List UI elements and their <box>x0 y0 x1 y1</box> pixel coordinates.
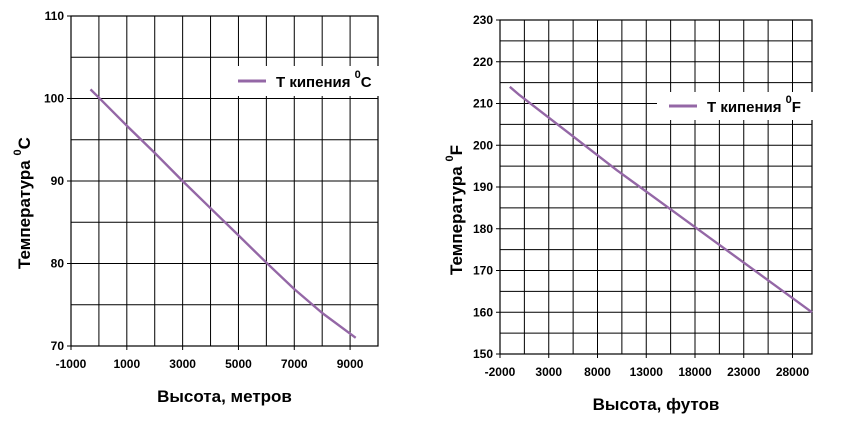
series-line <box>509 85 813 314</box>
y-tick-label: 230 <box>473 13 493 27</box>
y-tick-label: 220 <box>473 55 493 69</box>
x-tick-label: 18000 <box>678 365 712 379</box>
x-tick-label: 3000 <box>169 357 196 371</box>
chart-celsius: 70 80 90 100 110 -1000 1000 3000 5000 7000 9000 Выс… <box>12 9 384 406</box>
legend-label-text: Т кипения <box>276 74 355 91</box>
x-tick-label: 3000 <box>535 365 562 379</box>
legend-label: Т кипения 0F <box>707 94 801 116</box>
x-tick-label: 13000 <box>630 365 664 379</box>
legend-label-unit: F <box>792 99 801 116</box>
y-tick-label: 170 <box>473 264 493 278</box>
y-axis-label-degree: 0 <box>12 149 24 155</box>
y-axis-label-text: Температура <box>447 162 466 275</box>
x-axis-label: Высота, метров <box>157 387 292 406</box>
legend-label-text: Т кипения <box>707 99 786 116</box>
x-tick-label: 1000 <box>113 357 140 371</box>
y-tick-label: 150 <box>473 347 493 361</box>
y-axis-label-unit: F <box>447 145 466 155</box>
x-tick-label: -1000 <box>56 357 87 371</box>
x-tick-label: 23000 <box>727 365 761 379</box>
y-axis-label-text: Температура <box>15 156 34 269</box>
y-axis-label: Температура 0F <box>444 145 466 275</box>
y-axis-label-degree: 0 <box>444 155 456 161</box>
series-line <box>89 88 357 339</box>
x-tick-label: 28000 <box>776 365 810 379</box>
y-axis-label: Температура 0C <box>12 137 34 269</box>
y-tick-label: 200 <box>473 138 493 152</box>
chart-fahrenheit: 150 160 170 180 190 200 210 220 230 -2000 3000 8000… <box>444 13 827 414</box>
x-tick-label: 8000 <box>584 365 611 379</box>
y-axis-label-unit: C <box>15 137 34 149</box>
y-tick-label: 160 <box>473 305 493 319</box>
y-tick-label: 180 <box>473 222 493 236</box>
legend-label-unit: C <box>361 74 372 91</box>
y-tick-label: 110 <box>45 9 65 23</box>
x-axis-label: Высота, футов <box>593 395 720 414</box>
legend-label: Т кипения 0C <box>276 69 372 91</box>
legend-label-degree: 0 <box>786 94 792 106</box>
x-tick-label: 5000 <box>225 357 252 371</box>
y-tick-label: 90 <box>51 174 65 188</box>
x-tick-label: 9000 <box>337 357 364 371</box>
x-tick-label: 7000 <box>281 357 308 371</box>
y-tick-label: 70 <box>51 339 65 353</box>
y-tick-label: 210 <box>473 97 493 111</box>
y-tick-label: 190 <box>473 180 493 194</box>
legend-label-degree: 0 <box>355 69 361 81</box>
x-tick-label: -2000 <box>485 365 516 379</box>
y-tick-label: 100 <box>44 92 64 106</box>
y-tick-label: 80 <box>51 257 65 271</box>
